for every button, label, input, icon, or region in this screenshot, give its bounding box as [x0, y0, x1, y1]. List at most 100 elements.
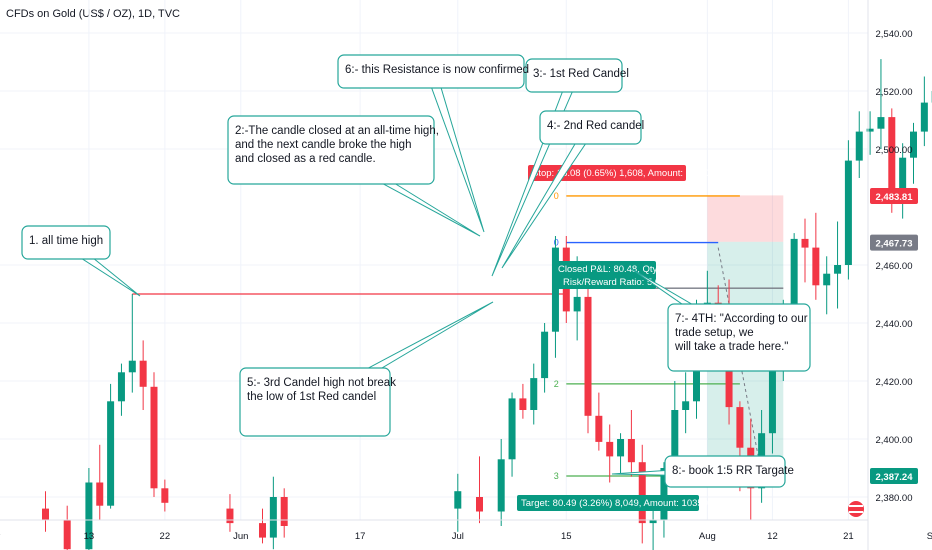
- annotation-box: [227, 115, 435, 185]
- annotation-text: 3:- 1st Red Candel: [533, 68, 629, 80]
- annotation-text: 6:- this Resistance is now confirmed: [345, 64, 529, 76]
- y-tick-label: 2,440.00: [876, 319, 913, 330]
- price-tag-text: 2,483.81: [876, 192, 914, 203]
- candle-up: [117, 363, 125, 416]
- candle-up: [617, 433, 625, 474]
- x-tick-label: 17: [355, 531, 366, 542]
- stop-zone: [707, 195, 784, 242]
- candle-body: [508, 398, 516, 460]
- x-tick-label: Jul: [452, 531, 464, 542]
- candle-down: [139, 340, 147, 410]
- y-tick-label: 2,380.00: [876, 493, 913, 504]
- candle-body: [476, 497, 483, 512]
- candle-up: [497, 439, 505, 526]
- candle-down: [226, 494, 234, 532]
- candle-body: [497, 459, 505, 512]
- candle-down: [584, 288, 592, 434]
- annotation-text: 7:- 4TH: "According to our: [675, 313, 808, 325]
- candle-body: [139, 360, 147, 387]
- candle-body: [42, 508, 49, 521]
- candle-body: [519, 398, 527, 410]
- annotation-third-candle: 5:- 3rd Candel high not break the low of…: [239, 301, 494, 437]
- candle-body: [671, 410, 679, 468]
- annotation-candle-closed-ath: 2:-The candle closed at an all-time high…: [227, 115, 481, 237]
- candle-down: [42, 491, 49, 532]
- flag-stripe: [849, 505, 863, 507]
- candle-body: [617, 439, 625, 457]
- annotation-text: 5:- 3rd Candel high not break: [247, 377, 396, 389]
- candle-body: [899, 157, 907, 196]
- candle-body: [768, 360, 776, 434]
- candle-body: [682, 401, 690, 410]
- candle-body: [920, 102, 928, 132]
- annotation-box: [21, 225, 111, 260]
- x-tick-label: 15: [561, 531, 572, 542]
- annotation-text: 4:- 2nd Red candel: [547, 120, 644, 132]
- candle-down: [150, 372, 158, 497]
- candle-up: [899, 143, 907, 219]
- us-flag-icon: [848, 501, 864, 517]
- y-tick-label: 2,500.00: [876, 145, 913, 156]
- y-tick-label: 2,400.00: [876, 435, 913, 446]
- x-tick-label: Aug: [699, 531, 716, 542]
- annotation-fourth-trade: 7:- 4TH: "According to our trade setup, …: [629, 267, 811, 372]
- flag-circle: [848, 501, 864, 517]
- candle-body: [801, 238, 809, 248]
- level-2-green-label: 2: [554, 379, 559, 389]
- candle-up: [107, 383, 115, 509]
- x-tick-label: Sep: [927, 531, 932, 542]
- candle-down: [606, 424, 614, 483]
- candle-up: [551, 236, 559, 358]
- annotation-text: will take a trade here.": [674, 341, 788, 353]
- annotations: 1. all time high 2:-The candle closed at …: [21, 54, 811, 488]
- price-tag-text: 2,387.24: [876, 472, 914, 483]
- candle-up: [877, 59, 885, 149]
- candle-body: [107, 401, 115, 506]
- candle-body: [649, 520, 657, 524]
- candle-body: [85, 482, 93, 550]
- level-3-green-label: 3: [554, 471, 559, 481]
- candle-body: [226, 508, 234, 524]
- candle-up: [910, 122, 917, 184]
- candle-body: [150, 386, 158, 489]
- risk-reward-text: Risk/Reward Ratio: 5.01: [563, 277, 665, 288]
- candle-down: [801, 218, 809, 283]
- candle-up: [508, 392, 516, 477]
- candle-body: [812, 247, 820, 286]
- candle-body: [96, 482, 104, 506]
- x-tick-label: 21: [843, 531, 854, 542]
- x-tick-label: Jun: [233, 531, 248, 542]
- candle-body: [736, 407, 744, 448]
- candle-body: [627, 439, 635, 463]
- annotation-text: 1. all time high: [29, 235, 103, 247]
- annotation-text: trade setup, we: [675, 327, 754, 339]
- candle-down: [259, 508, 266, 544]
- candle-up: [128, 294, 136, 393]
- annotation-box: [239, 367, 391, 437]
- y-tick-label: 2,420.00: [876, 377, 913, 388]
- annotation-text: the low of 1st Red candel: [247, 391, 376, 403]
- x-tick-label: 22: [160, 531, 171, 542]
- candle-body: [573, 296, 581, 312]
- candle-body: [855, 131, 863, 161]
- candle-body: [888, 117, 896, 196]
- annotation-box: [664, 455, 786, 488]
- candle-body: [551, 247, 559, 332]
- candle-down: [476, 456, 483, 524]
- annotation-box: [337, 54, 525, 89]
- candle-down: [627, 410, 635, 477]
- price-tag: 2,387.24: [870, 468, 918, 485]
- candle-body: [117, 372, 125, 402]
- annotation-box: [539, 110, 642, 145]
- chart-title: CFDs on Gold (US$ / OZ), 1D, TVC: [6, 8, 181, 20]
- candle-up: [920, 76, 928, 147]
- price-tag-bg: [870, 468, 918, 485]
- y-tick-label: 2,540.00: [876, 29, 913, 40]
- candle-down: [161, 479, 169, 512]
- candle-body: [269, 497, 277, 538]
- candle-body: [877, 117, 885, 129]
- candle-up: [530, 363, 538, 425]
- candle-up: [541, 323, 549, 393]
- y-tick-label: 2,520.00: [876, 87, 913, 98]
